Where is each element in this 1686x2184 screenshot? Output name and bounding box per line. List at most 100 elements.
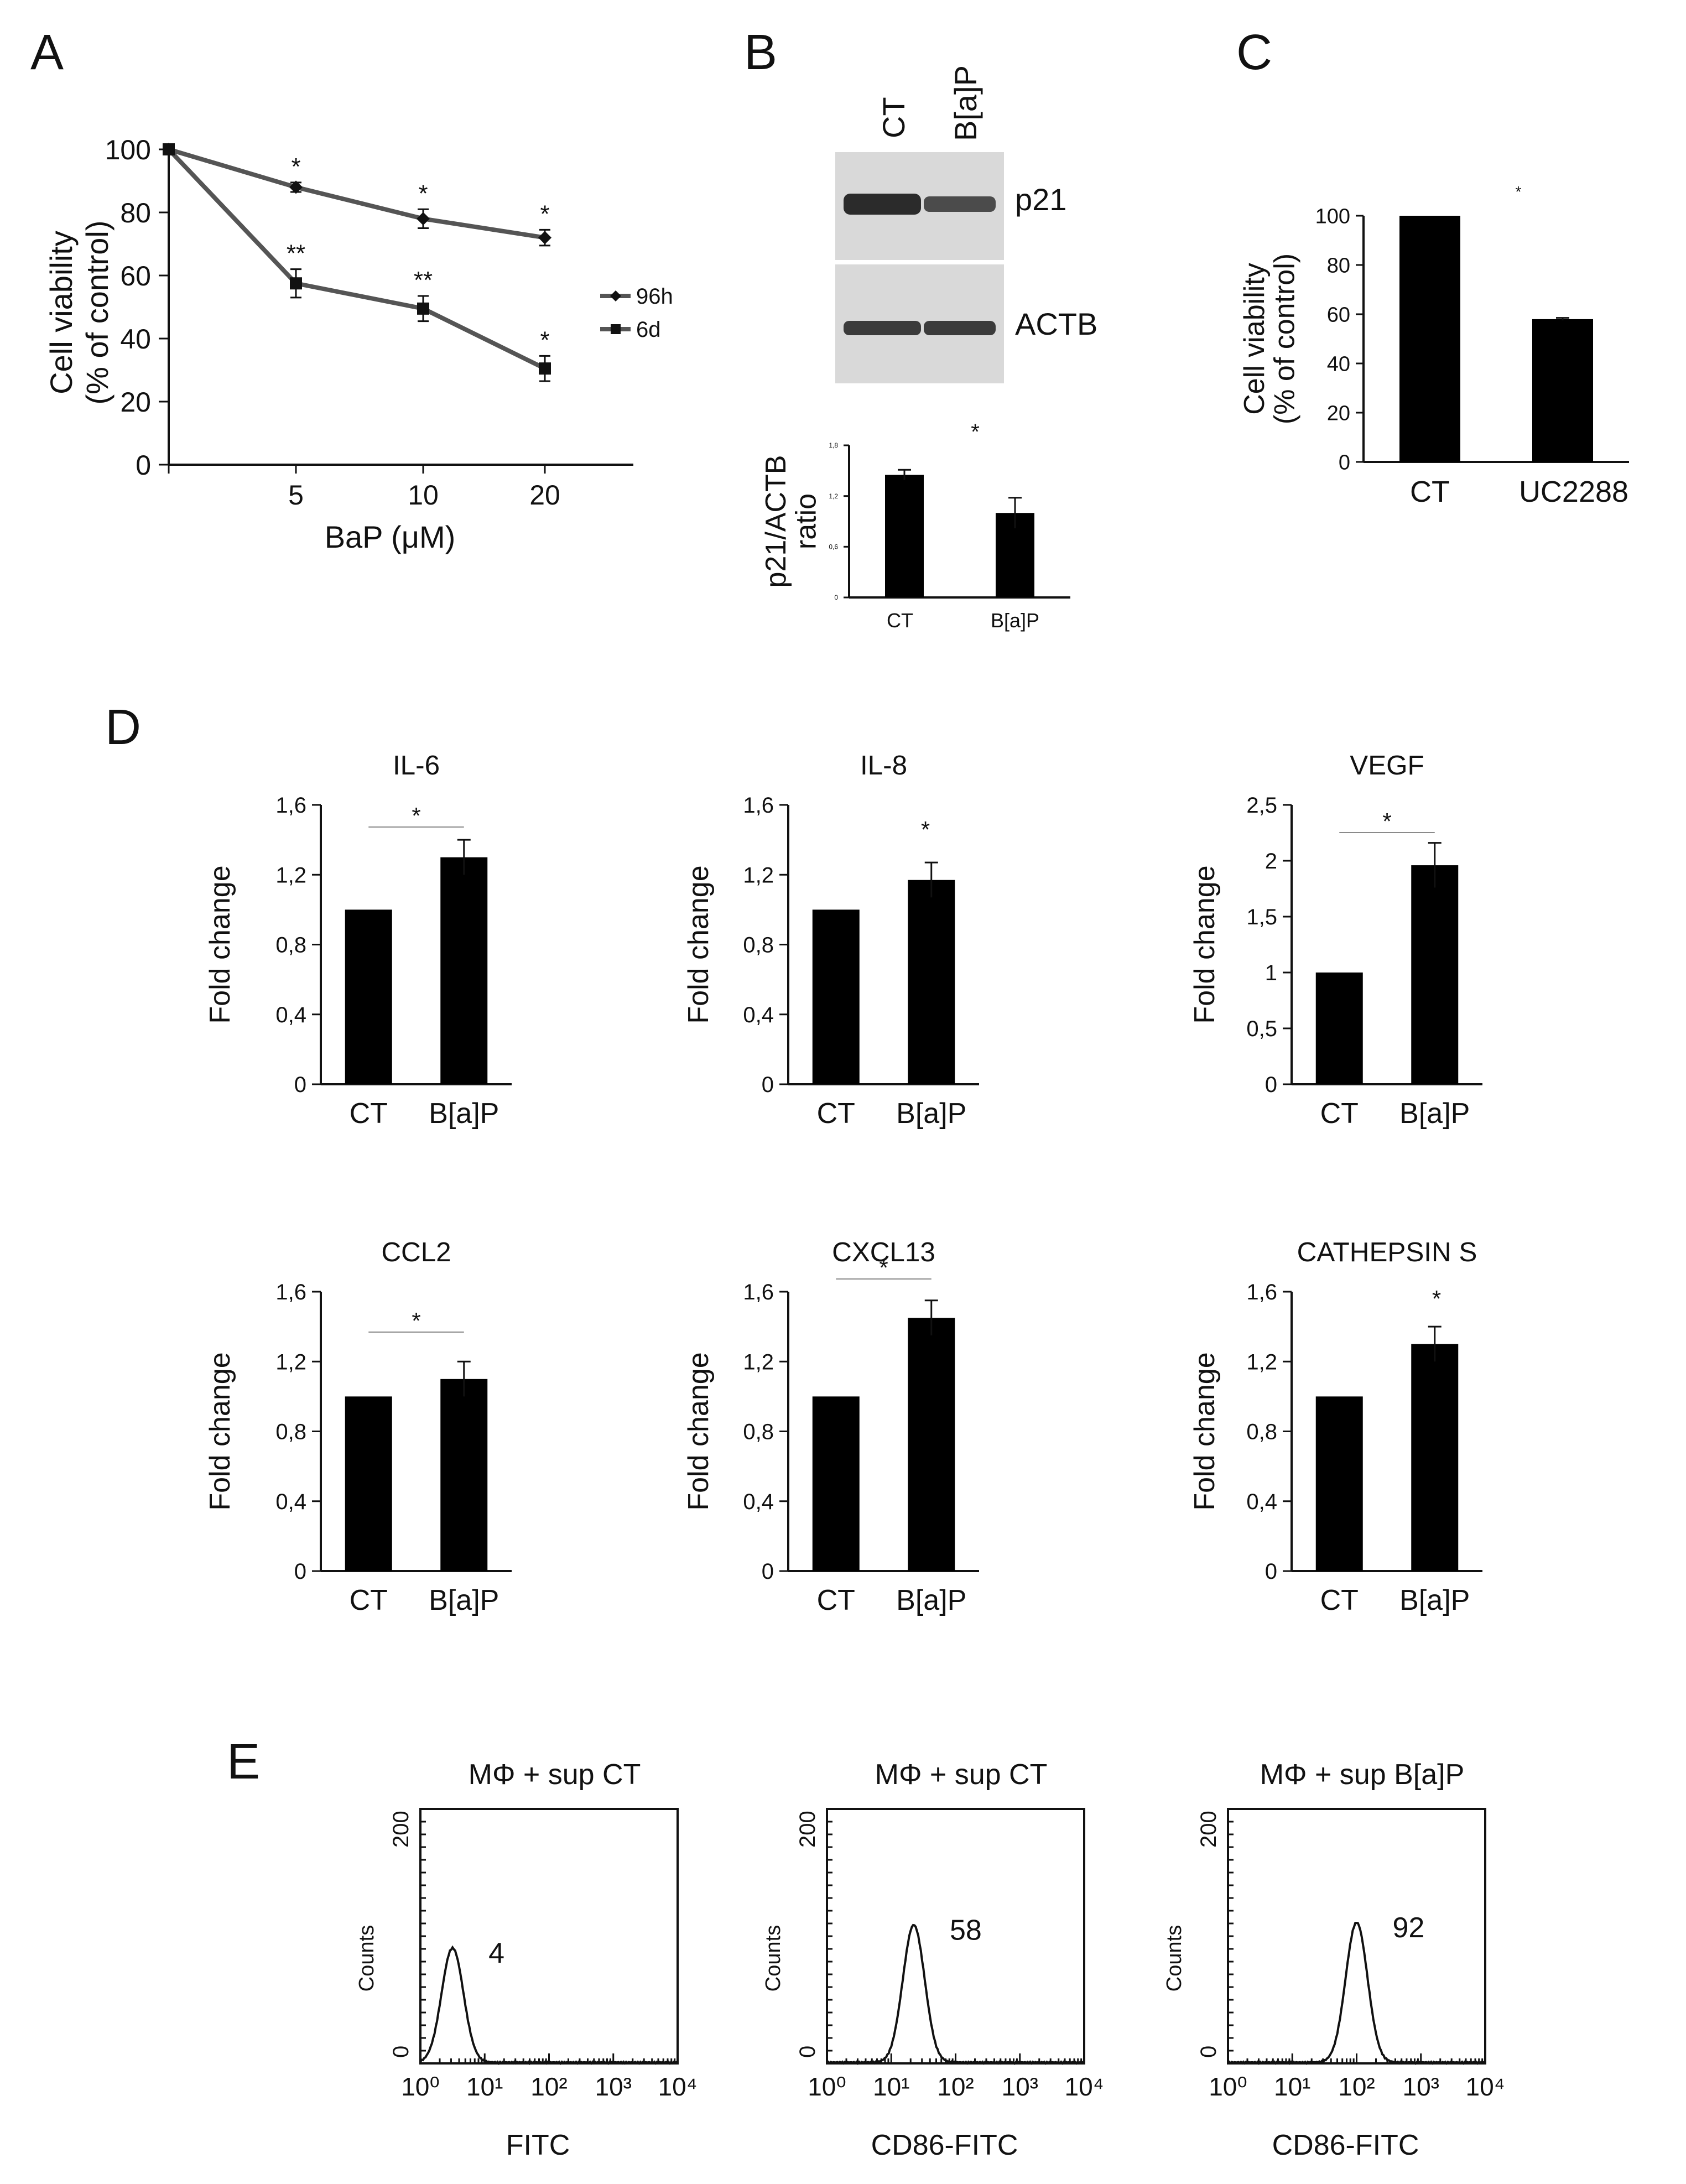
x-tick-label: 10 bbox=[408, 480, 439, 511]
bar-bap bbox=[908, 880, 955, 1084]
y-tick-label: 2 bbox=[1265, 849, 1277, 873]
bar-bap bbox=[1411, 865, 1459, 1084]
x-category-label: B[a]P bbox=[991, 609, 1039, 632]
x-category-label: CT bbox=[1320, 1584, 1359, 1616]
y-tick-label: 1,5 bbox=[1246, 905, 1277, 929]
significance-star: * bbox=[540, 326, 549, 353]
significance-star: * bbox=[921, 817, 930, 843]
chart-e-cd86-bap: 0 200 Counts 10⁰ 10¹ 10² 10³ 10⁴ MΦ + sup B[a]P 9… bbox=[1163, 1759, 1505, 2161]
y-axis-label: Fold change bbox=[204, 1352, 236, 1510]
y-tick-label: 0 bbox=[136, 450, 151, 481]
x-axis-label: CD86-FITC bbox=[871, 2129, 1018, 2161]
y-axis-label: Counts bbox=[762, 1925, 785, 1991]
y-tick-label: 0,4 bbox=[275, 1490, 306, 1514]
point-marker-diamond bbox=[417, 212, 430, 226]
series-line-6d bbox=[167, 148, 546, 371]
y-tick-label: 200 bbox=[1196, 1811, 1221, 1848]
x-tick-label: 10⁰ bbox=[401, 2072, 440, 2101]
y-tick-label: 0,8 bbox=[275, 933, 306, 958]
y-tick-label: 60 bbox=[1327, 303, 1350, 326]
y-tick-label: 20 bbox=[1327, 402, 1350, 425]
x-axis-label: FITC bbox=[506, 2129, 570, 2161]
x-tick-label: 10¹ bbox=[1274, 2072, 1310, 2101]
y-axis-label: Counts bbox=[1163, 1925, 1186, 1991]
chart-title: MΦ + sup CT bbox=[469, 1759, 641, 1791]
histogram-curve bbox=[1227, 1921, 1486, 2066]
x-category-label: CT bbox=[350, 1098, 388, 1130]
y-axis-label-2: (% of control) bbox=[80, 221, 115, 405]
x-axis-label: BaP (μM) bbox=[325, 519, 456, 554]
significance-star: * bbox=[1432, 1286, 1441, 1312]
chart-c-bar: 0 20 40 60 80 100 CT UC2288 Cell viability(% of … bbox=[1239, 183, 1629, 508]
series-line-96h bbox=[168, 147, 545, 240]
x-tick-label: 10⁴ bbox=[1065, 2072, 1104, 2101]
y-tick-label: 1,2 bbox=[275, 863, 306, 887]
y-tick-label: 1,6 bbox=[743, 793, 774, 818]
x-category-label: B[a]P bbox=[1399, 1098, 1470, 1130]
percent-positive-annotation: 58 bbox=[950, 1915, 982, 1947]
panel-label-b: B bbox=[744, 25, 777, 80]
legend-label: 6d bbox=[636, 318, 661, 342]
western-blot: CT B[a]P p21 ACTB bbox=[835, 65, 1097, 383]
significance-star: ** bbox=[414, 267, 433, 294]
y-tick-label: 0 bbox=[1265, 1559, 1277, 1584]
x-tick-label: 10³ bbox=[1403, 2072, 1439, 2101]
bar-ct bbox=[345, 1396, 392, 1571]
y-tick-label: 0 bbox=[834, 594, 838, 601]
panel-label-d: D bbox=[105, 700, 141, 755]
x-category-label: B[a]P bbox=[896, 1584, 966, 1616]
x-category-label: B[a]P bbox=[896, 1098, 966, 1130]
legend-marker-diamond bbox=[610, 290, 621, 301]
chart-title: IL-8 bbox=[860, 750, 907, 781]
y-tick-label: 200 bbox=[389, 1811, 413, 1848]
bar-ct bbox=[812, 909, 860, 1084]
x-category-label: B[a]P bbox=[1399, 1584, 1470, 1616]
legend-label: 96h bbox=[636, 284, 673, 309]
y-tick-label: 1,6 bbox=[743, 1280, 774, 1304]
bar-ct bbox=[1399, 216, 1460, 462]
x-category-label: UC2288 bbox=[1519, 475, 1628, 508]
chart-e-cd86-ct: 0 200 Counts 10⁰ 10¹ 10² 10³ 10⁴ MΦ + sup CT 58 CD… bbox=[762, 1759, 1104, 2161]
x-tick-label: 10³ bbox=[1002, 2072, 1038, 2101]
y-tick-label: 0,5 bbox=[1246, 1017, 1277, 1041]
y-axis-label: Cell viability bbox=[1239, 263, 1271, 415]
y-tick-label: 0 bbox=[795, 2046, 820, 2058]
y-tick-label: 20 bbox=[120, 387, 151, 418]
y-tick-label: 1,8 bbox=[829, 441, 838, 449]
x-category-label: CT bbox=[817, 1584, 855, 1616]
y-tick-label: 0 bbox=[389, 2046, 413, 2058]
y-tick-label: 0,4 bbox=[743, 1490, 774, 1514]
x-category-label: CT bbox=[1320, 1098, 1359, 1130]
chart-title: MΦ + sup CT bbox=[875, 1759, 1048, 1791]
blot-lane-label-ct: CT bbox=[876, 97, 911, 138]
bar-bap bbox=[440, 857, 488, 1084]
x-tick-label: 10¹ bbox=[873, 2072, 909, 2101]
y-axis-label: Fold change bbox=[1189, 865, 1221, 1023]
y-tick-label: 40 bbox=[1327, 352, 1350, 376]
bar-ct bbox=[345, 909, 392, 1084]
chart-e-fitc-ct: 0 200 Counts 10⁰ 10¹ 10² 10³ 10⁴ MΦ + sup CT 4 FIT… bbox=[355, 1759, 697, 2161]
x-tick-label: 10² bbox=[937, 2072, 974, 2101]
chart-d-cathepsin-s: 0 0,4 0,8 1,2 1,6 CT B[a]P Fold change CATHEPSIN… bbox=[1189, 1237, 1482, 1616]
chart-d-ccl2: 0 0,4 0,8 1,2 1,6 CT B[a]P Fold change CCL2 * bbox=[204, 1237, 512, 1616]
y-tick-label: 1,6 bbox=[275, 1280, 306, 1304]
x-tick-label: 20 bbox=[529, 480, 560, 511]
x-category-label: B[a]P bbox=[429, 1584, 499, 1616]
chart-title: CCL2 bbox=[381, 1237, 451, 1267]
chart-d-vegf: 0 0,5 1 1,5 2 2,5 CT B[a]P Fold change VEGF * bbox=[1189, 750, 1482, 1130]
x-category-label: CT bbox=[817, 1098, 855, 1130]
point-marker-diamond bbox=[538, 231, 551, 245]
blot-actb-strip bbox=[835, 264, 1004, 383]
point-marker-square bbox=[539, 362, 551, 375]
y-tick-label: 0 bbox=[294, 1559, 306, 1584]
bar-bap bbox=[440, 1379, 488, 1571]
percent-positive-annotation: 4 bbox=[488, 1937, 504, 1969]
y-tick-label: 60 bbox=[120, 261, 151, 292]
chart-d-il6: 0 0,4 0,8 1,2 1,6 CT B[a]P Fold change IL-6 * bbox=[204, 750, 512, 1130]
significance-star: * bbox=[412, 803, 420, 829]
percent-positive-annotation: 92 bbox=[1393, 1912, 1425, 1944]
y-tick-label: 80 bbox=[1327, 254, 1350, 277]
significance-star: * bbox=[1516, 183, 1522, 200]
